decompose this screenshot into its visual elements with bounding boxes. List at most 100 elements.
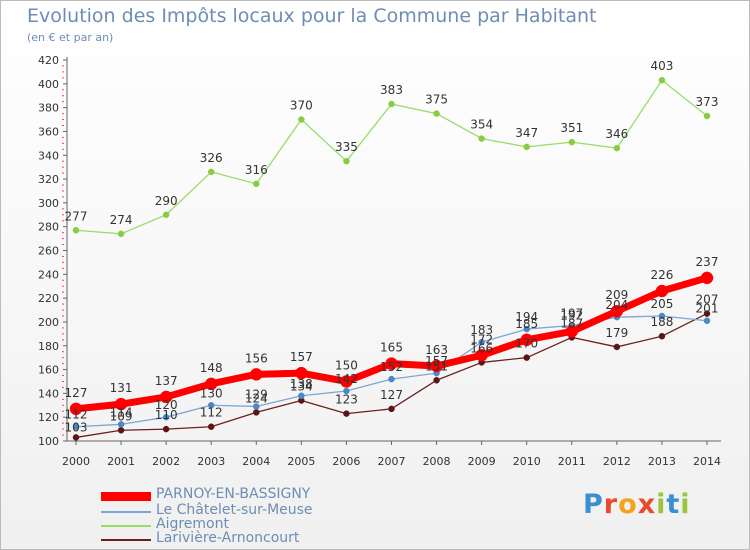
y-tick-label: 220 (38, 292, 59, 305)
data-point-0 (114, 397, 128, 411)
proxiti-logo: Proxiti (583, 489, 691, 520)
data-label-0: 148 (200, 361, 223, 375)
data-label-3: 110 (155, 408, 178, 422)
data-point-1 (253, 403, 260, 410)
data-label-0: 156 (245, 351, 268, 365)
data-point-2 (298, 116, 305, 123)
logo-letter: o (618, 489, 638, 520)
data-label-2: 274 (110, 213, 133, 227)
data-label-2: 347 (515, 126, 538, 140)
data-label-3: 134 (290, 380, 313, 394)
chart-subtitle: (en € et par an) (27, 31, 114, 44)
data-point-0 (610, 304, 624, 318)
y-tick-label: 240 (38, 268, 59, 281)
data-point-2 (207, 168, 215, 176)
x-tick-label: 2000 (62, 455, 90, 468)
data-point-2 (72, 227, 80, 234)
x-tick-label: 2008 (423, 455, 451, 468)
data-point-3 (613, 343, 621, 351)
x-tick-label: 2003 (197, 455, 225, 468)
data-label-1: 205 (650, 297, 673, 311)
legend-label-aigremont: Aigremont (156, 516, 229, 532)
data-label-3: 179 (605, 326, 628, 340)
data-label-2: 351 (560, 121, 583, 135)
legend-swatch-aigremont (101, 525, 151, 527)
data-label-1: 201 (696, 302, 719, 316)
data-label-1: 130 (200, 386, 223, 400)
data-point-3 (523, 354, 530, 361)
x-tick-label: 2007 (378, 455, 406, 468)
data-label-0: 157 (290, 350, 313, 364)
data-point-2 (433, 110, 440, 117)
y-tick-label: 280 (38, 221, 59, 234)
data-label-3: 187 (560, 316, 583, 330)
x-tick-label: 2004 (242, 455, 270, 468)
data-label-3: 127 (380, 388, 403, 402)
data-point-0 (565, 325, 579, 338)
logo-letter: i (680, 489, 691, 520)
y-tick-label: 380 (38, 102, 59, 115)
x-tick-label: 2014 (693, 455, 721, 468)
x-tick-label: 2001 (107, 455, 135, 468)
data-label-2: 354 (470, 118, 493, 132)
series-lines (69, 76, 714, 441)
logo-letter: P (583, 489, 604, 520)
data-point-0 (700, 271, 714, 285)
data-label-2: 383 (380, 83, 403, 97)
data-point-3 (658, 332, 666, 340)
data-label-1: 114 (110, 405, 133, 419)
data-label-1: 194 (515, 310, 538, 324)
data-point-1 (523, 325, 530, 333)
x-tick-label: 2009 (468, 455, 496, 468)
data-point-1 (117, 421, 125, 428)
y-tick-label: 200 (38, 316, 59, 329)
data-point-2 (658, 76, 666, 84)
y-tick-label: 320 (38, 173, 59, 186)
y-tick-label: 180 (38, 340, 59, 353)
legend-swatch-lariviere (101, 539, 151, 541)
legend-swatch-chatelet (101, 511, 151, 513)
data-label-1: 157 (425, 354, 448, 368)
data-label-3: 123 (335, 393, 358, 407)
data-label-1: 138 (290, 377, 313, 391)
data-label-0: 192 (560, 308, 583, 322)
data-point-0 (655, 284, 669, 298)
data-label-3: 109 (110, 409, 133, 423)
data-label-3: 103 (65, 420, 88, 434)
data-label-1: 183 (470, 323, 493, 337)
data-label-2: 326 (200, 151, 223, 165)
data-point-2 (253, 180, 260, 188)
data-label-0: 172 (470, 332, 493, 346)
data-point-0 (295, 366, 308, 380)
data-point-1 (343, 387, 350, 395)
data-label-0: 127 (65, 386, 88, 400)
data-point-0 (204, 377, 218, 391)
data-point-3 (343, 410, 350, 417)
data-label-0: 185 (515, 317, 538, 331)
y-tick-label: 300 (38, 197, 59, 210)
data-label-1: 112 (65, 408, 88, 422)
data-label-2: 290 (155, 194, 178, 208)
data-point-1 (658, 312, 666, 320)
x-tick-label: 2012 (603, 455, 631, 468)
x-tick-label: 2013 (648, 455, 676, 468)
data-point-3 (162, 425, 170, 433)
data-label-1: 129 (245, 387, 268, 401)
data-point-0 (340, 375, 353, 388)
y-tick-label: 340 (38, 149, 59, 162)
data-point-1 (388, 375, 395, 383)
data-label-0: 226 (650, 268, 673, 282)
x-tick-label: 2011 (558, 455, 586, 468)
data-point-0 (430, 359, 443, 373)
logo-letter: i (656, 489, 667, 520)
data-point-1 (703, 317, 711, 324)
logo-letter: t (666, 489, 681, 520)
data-point-1 (298, 392, 305, 400)
data-point-0 (475, 349, 488, 362)
data-point-3 (253, 409, 260, 416)
data-label-2: 373 (696, 95, 719, 109)
y-tick-label: 420 (38, 54, 59, 67)
axes: 100 120 140 160 180 200 220 240 260 280 300 320 340 3… (38, 54, 721, 468)
